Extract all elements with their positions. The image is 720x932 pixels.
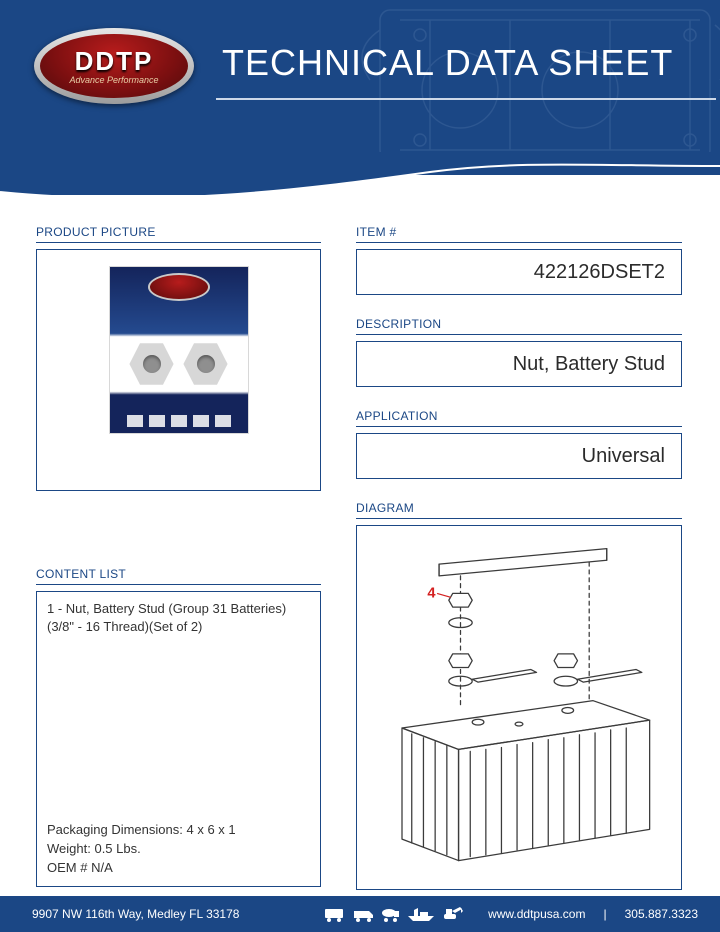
battery-diagram: 4 [363, 532, 675, 883]
truck-icon [354, 906, 374, 922]
description-value: Nut, Battery Stud [356, 341, 682, 387]
header: DDTP Advance Performance TECHNICAL DATA … [0, 0, 720, 175]
divider [356, 518, 682, 519]
item-number-value: 422126DSET2 [356, 249, 682, 295]
brand-name: DDTP [75, 48, 154, 74]
oem-number: OEM # N/A [47, 859, 236, 878]
diagram-label: DIAGRAM [356, 501, 682, 515]
weight: Weight: 0.5 Lbs. [47, 840, 236, 859]
divider [356, 426, 682, 427]
diagram-callout-4: 4 [427, 585, 450, 601]
header-divider [216, 98, 716, 100]
content-list-box: 1 - Nut, Battery Stud (Group 31 Batterie… [36, 591, 321, 887]
bus-icon [324, 906, 346, 922]
divider [356, 242, 682, 243]
application-value: Universal [356, 433, 682, 479]
brand-logo: DDTP Advance Performance [34, 28, 194, 104]
footer-separator: | [603, 907, 606, 921]
product-picture-label: PRODUCT PICTURE [36, 225, 321, 239]
tanker-truck-icon [382, 906, 400, 922]
header-bg-engine-outline [340, 0, 720, 175]
excavator-icon [442, 906, 464, 922]
footer-website: www.ddtpusa.com [488, 907, 585, 921]
item-number-label: ITEM # [356, 225, 682, 239]
divider [356, 334, 682, 335]
footer-address: 9907 NW 116th Way, Medley FL 33178 [32, 907, 239, 921]
divider [36, 584, 321, 585]
page-title: TECHNICAL DATA SHEET [222, 42, 673, 84]
diagram-box: 4 [356, 525, 682, 890]
svg-text:4: 4 [427, 585, 436, 601]
content-list-line: 1 - Nut, Battery Stud (Group 31 Batterie… [47, 600, 310, 635]
footer-phone: 305.887.3323 [625, 907, 698, 921]
description-label: DESCRIPTION [356, 317, 682, 331]
product-picture-box [36, 249, 321, 491]
product-package-image [109, 266, 249, 434]
divider [36, 242, 321, 243]
content-list-label: CONTENT LIST [36, 567, 321, 581]
footer-vehicle-icons [324, 906, 464, 922]
footer: 9907 NW 116th Way, Medley FL 33178 www.d… [0, 896, 720, 932]
packaging-dimensions: Packaging Dimensions: 4 x 6 x 1 [47, 821, 236, 840]
brand-tagline: Advance Performance [69, 75, 158, 85]
boat-icon [408, 908, 434, 922]
application-label: APPLICATION [356, 409, 682, 423]
